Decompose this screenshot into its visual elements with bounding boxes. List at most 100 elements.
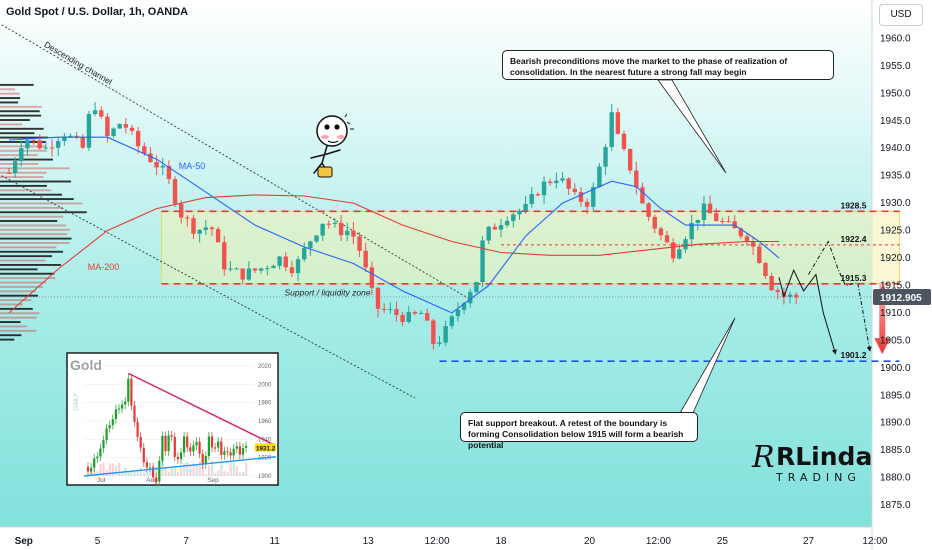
inset-candle-body (152, 467, 155, 478)
candle-body (363, 250, 368, 268)
level-label-1901.2: 1901.2 (840, 350, 866, 360)
candle-body (228, 268, 233, 270)
candle-body (129, 127, 135, 131)
inset-candle-body (204, 455, 207, 465)
support-zone-label: Support / liquidity zone (285, 287, 371, 297)
candle-body (345, 230, 350, 236)
candle-body (621, 133, 627, 150)
candle-body (701, 203, 707, 220)
candle-body (560, 178, 565, 181)
candle-body (56, 141, 61, 148)
volume-profile-bar (0, 237, 72, 240)
inset-candle-body (198, 441, 201, 454)
inset-time-tick: Jul (97, 477, 106, 484)
price-tick: 1915.0 (880, 280, 911, 291)
candle-body (400, 314, 405, 322)
time-tick: 12:00 (862, 536, 887, 547)
candle-body (468, 292, 473, 304)
candle-body (671, 242, 676, 259)
inset-volume-bar (207, 465, 211, 476)
volume-profile-bar (0, 272, 55, 275)
candle-body (369, 267, 375, 288)
currency-button[interactable]: USD (879, 4, 923, 26)
candle-body (474, 282, 479, 293)
inset-candle-body (127, 378, 130, 402)
price-tick: 1920.0 (880, 253, 911, 264)
inset-volume-bar (192, 463, 195, 476)
inset-candle-body (164, 435, 167, 452)
current-price-label: 1912.905 (880, 293, 922, 304)
candle-body (572, 188, 577, 193)
price-tick: 1930.0 (880, 198, 911, 209)
volume-profile-bar (0, 255, 53, 258)
volume-profile-bar (0, 290, 36, 293)
candle-body (62, 136, 67, 142)
candles (6, 102, 799, 350)
volume-profile-bar (0, 180, 72, 183)
inset-frame (66, 352, 279, 486)
candle-body (320, 223, 325, 236)
candle-body (455, 309, 461, 317)
price-tick: 1900.0 (880, 363, 911, 374)
inset-candle-body (130, 378, 133, 406)
candle-body (689, 223, 694, 240)
candle-body (209, 227, 215, 230)
inset-volume-bar (111, 463, 114, 476)
candle-body (68, 135, 73, 137)
volume-profile-bar (0, 329, 37, 332)
price-tick: 1955.0 (880, 61, 911, 72)
candle-body (634, 170, 639, 188)
volume-profile-bar (0, 184, 47, 187)
time-tick: 27 (803, 536, 815, 547)
eye-right (334, 124, 340, 130)
candle-body (609, 112, 614, 148)
cartoon-character-icon (310, 113, 354, 178)
logo-mark: R (752, 440, 775, 475)
candle-body (406, 312, 411, 322)
candle-body (597, 166, 602, 188)
candle-body (775, 290, 780, 293)
inset-candle-body (105, 428, 108, 440)
inset-candle-body (133, 405, 136, 422)
volume-profile-bar (0, 259, 46, 262)
candle-body (222, 242, 227, 270)
volume-profile-bar (0, 224, 67, 227)
inset-candle-body (183, 436, 186, 453)
candle-body (554, 180, 559, 184)
candle-body (338, 222, 344, 236)
candle-body (160, 165, 165, 168)
candle-body (123, 124, 129, 128)
candle-body (714, 213, 719, 221)
candle-body (615, 112, 621, 134)
inset-candle-body (148, 467, 152, 469)
candle-body (240, 268, 245, 280)
price-tick: 1880.0 (880, 473, 911, 484)
candle-body (148, 153, 153, 162)
candle-body (498, 225, 504, 230)
candle-body (357, 236, 362, 251)
volume-profile-bar (0, 321, 21, 323)
inset-volume-bar (121, 472, 124, 476)
level-label-1915.3: 1915.3 (840, 273, 866, 283)
inset-volume-bar (229, 462, 232, 476)
volume-profile-bar (0, 88, 16, 91)
inset-volume-bar (183, 462, 186, 476)
candle-body (566, 178, 571, 189)
candle-body (302, 248, 307, 260)
candle-body (308, 241, 313, 249)
mouth (327, 140, 339, 144)
time-tick: 18 (495, 536, 507, 547)
inset-candle-body (155, 477, 158, 482)
inset-volume-bar (155, 466, 158, 476)
price-tick: 1950.0 (880, 88, 911, 99)
candle-body (271, 265, 276, 269)
candle-body (326, 223, 331, 225)
candle-body (49, 147, 55, 149)
price-tick: 1875.0 (880, 500, 911, 511)
inset-volume-bar (105, 469, 108, 476)
candle-body (31, 140, 36, 142)
inset-volume-bar (99, 464, 102, 476)
inset-volume-bar (235, 466, 238, 476)
candle-body (351, 230, 356, 237)
